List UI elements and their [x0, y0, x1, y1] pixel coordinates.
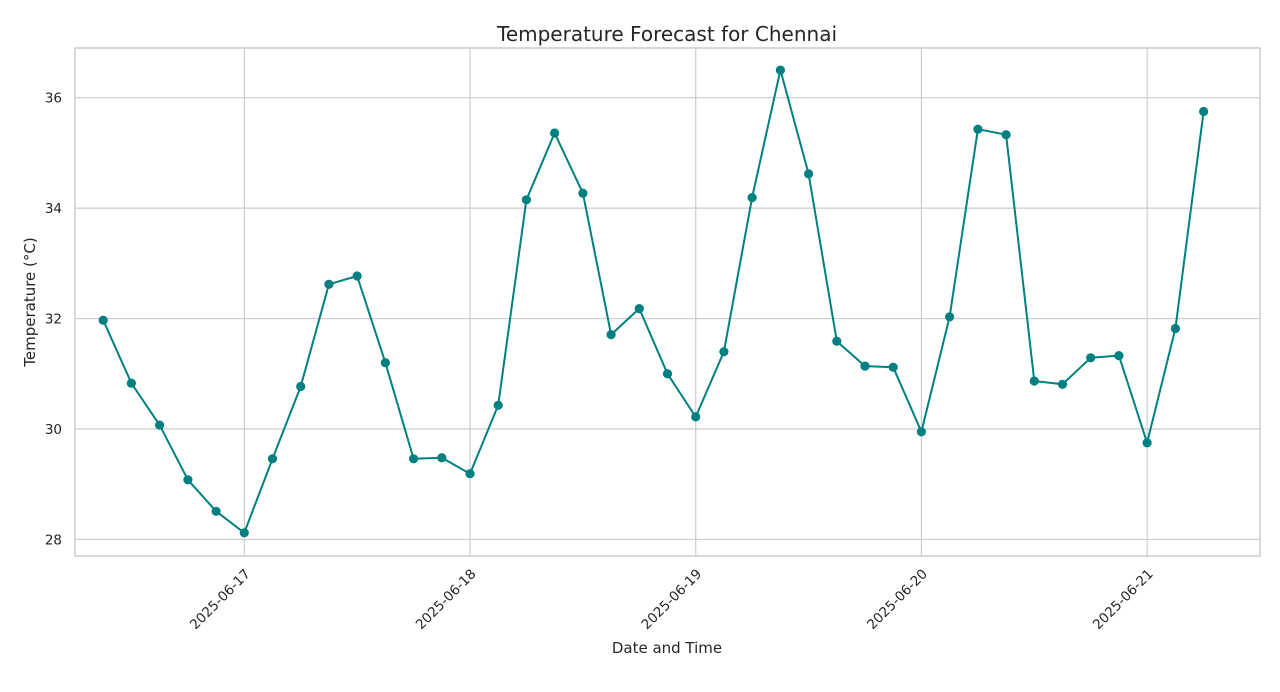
x-tick-labels: 2025-06-17 2025-06-18 2025-06-19 2025-06-20… [187, 566, 1157, 633]
data-point [155, 420, 165, 430]
data-point [578, 188, 588, 198]
y-tick-label: 36 [45, 91, 62, 107]
x-grid-lines [243, 48, 1148, 556]
data-point [521, 195, 532, 205]
series-temperature [98, 65, 1209, 538]
data-point [804, 169, 814, 179]
data-point [1170, 323, 1180, 334]
data-point [126, 378, 136, 388]
data-point [1057, 379, 1068, 389]
data-point [1001, 130, 1011, 140]
data-point [550, 128, 560, 138]
data-point [465, 469, 475, 479]
data-point [493, 400, 503, 410]
data-point [267, 454, 278, 464]
data-point [324, 279, 334, 289]
data-point [1029, 376, 1039, 386]
data-point [296, 381, 306, 392]
data-point [1114, 351, 1124, 361]
data-point [239, 528, 249, 538]
x-tick-label: 2025-06-19 [638, 566, 705, 633]
y-tick-label: 34 [45, 201, 62, 217]
y-tick-label: 30 [45, 422, 62, 438]
data-point [183, 475, 193, 485]
data-point [747, 193, 757, 203]
data-point [719, 347, 729, 357]
data-point [860, 361, 870, 371]
x-tick-label: 2025-06-18 [413, 566, 480, 633]
data-point [380, 358, 390, 368]
chart-title: Temperature Forecast for Chennai [496, 22, 837, 46]
data-point [1142, 438, 1152, 448]
data-point [691, 412, 701, 422]
data-point [832, 336, 842, 346]
data-point [1086, 353, 1096, 363]
y-tick-label: 28 [45, 532, 62, 548]
data-point [352, 271, 362, 281]
x-axis-label: Date and Time [612, 639, 722, 657]
data-point [888, 362, 898, 372]
x-tick-label: 2025-06-17 [187, 566, 254, 633]
data-point [634, 304, 644, 314]
data-point [973, 124, 983, 134]
data-point [916, 427, 927, 437]
y-grid-lines [75, 97, 1260, 541]
data-point [775, 65, 786, 75]
plot-frame [74, 47, 1261, 557]
data-point [662, 369, 673, 379]
data-point [945, 312, 955, 322]
y-axis-label: Temperature (°C) [21, 237, 39, 367]
data-point [211, 506, 221, 516]
data-point [437, 453, 447, 463]
series-line [102, 69, 1205, 534]
data-point [606, 330, 616, 340]
data-point [409, 454, 419, 464]
data-point [1199, 106, 1209, 117]
y-tick-labels: 28 30 32 34 36 [45, 91, 62, 549]
y-tick-label: 32 [45, 312, 62, 328]
x-tick-label: 2025-06-20 [864, 566, 931, 633]
data-point [98, 315, 108, 325]
x-tick-label: 2025-06-21 [1090, 566, 1157, 633]
